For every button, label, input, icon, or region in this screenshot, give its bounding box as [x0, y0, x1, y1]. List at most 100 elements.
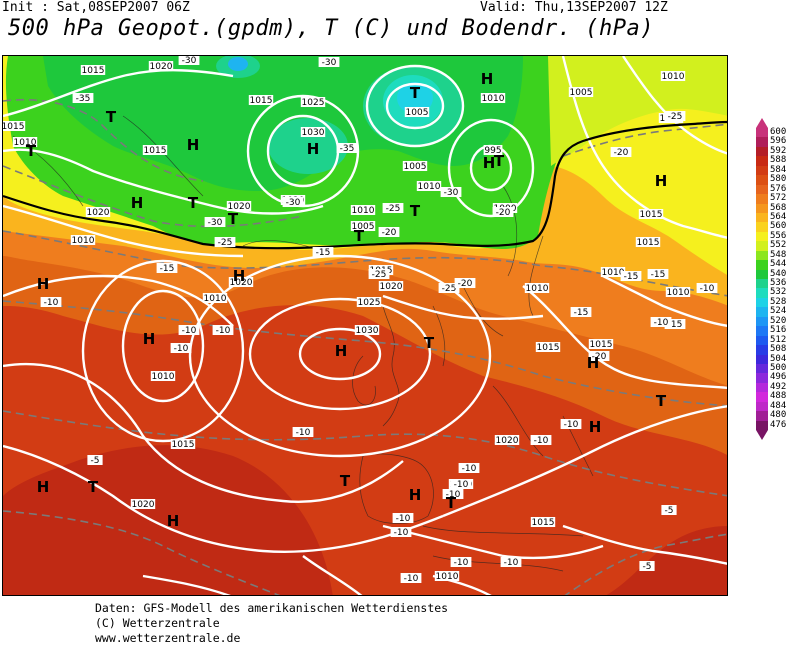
legend-label: 596 — [770, 136, 787, 147]
pressure-label: 1010 — [480, 93, 506, 104]
low-pressure-marker: T — [410, 84, 421, 102]
svg-text:-20: -20 — [382, 228, 397, 238]
temperature-label: -10 — [450, 557, 472, 568]
temp-zone-536-a — [268, 118, 348, 174]
svg-text:1010: 1010 — [526, 284, 549, 294]
svg-text:1025: 1025 — [302, 98, 325, 108]
legend-swatch — [756, 156, 768, 166]
temperature-label: -10 — [450, 479, 472, 490]
svg-text:1015: 1015 — [640, 210, 663, 220]
low-pressure-marker: T — [26, 142, 37, 160]
legend-swatch — [756, 128, 768, 138]
legend-swatch — [756, 420, 768, 430]
temperature-label: -30 — [440, 187, 462, 198]
legend-swatch — [756, 194, 768, 204]
isohypse-552 — [3, 120, 727, 250]
legend-swatch — [756, 411, 768, 421]
legend-bottom-arrow-icon — [756, 430, 768, 440]
legend-swatch — [756, 137, 768, 147]
legend-label: 592 — [770, 145, 787, 156]
legend-level: 540 — [756, 268, 790, 279]
svg-text:-15: -15 — [574, 308, 589, 318]
high-pressure-marker: H — [307, 140, 320, 158]
svg-text:-35: -35 — [76, 94, 91, 104]
isotherms — [3, 98, 727, 595]
legend-swatch — [756, 373, 768, 383]
pressure-label: 1010 — [202, 293, 228, 304]
low-pressure-marker: T — [188, 194, 199, 212]
legend-level: 488 — [756, 391, 790, 402]
legend-label: 476 — [770, 419, 787, 430]
temperature-label: -10 — [292, 427, 314, 438]
legend-label: 568 — [770, 202, 787, 213]
svg-text:-15: -15 — [160, 264, 175, 274]
legend-level: 596 — [756, 136, 790, 147]
legend-level: 592 — [756, 145, 790, 157]
temperature-label: -20 — [378, 227, 400, 238]
svg-text:-30: -30 — [182, 56, 197, 66]
pressure-label: 1010 — [416, 181, 442, 192]
legend-level: 600 — [756, 127, 790, 138]
low-pressure-marker: T — [106, 108, 117, 126]
legend-label: 536 — [770, 278, 787, 288]
legend-level: 564 — [756, 211, 790, 223]
temperature-label: -25 — [664, 111, 686, 122]
temperature-label: -20 — [454, 278, 476, 289]
pressure-label: 1005 — [402, 161, 428, 172]
weather-map: 1015102010151025103010051005101099510001… — [2, 55, 728, 596]
pressure-label: 1010 — [524, 283, 550, 294]
svg-text:1005: 1005 — [404, 162, 427, 172]
high-pressure-marker: H — [167, 512, 180, 530]
svg-text:-10: -10 — [564, 420, 579, 430]
temperature-label: -35 — [72, 93, 94, 104]
low-pressure-marker: T — [446, 494, 457, 512]
high-pressure-marker: H — [37, 478, 50, 496]
legend-label: 540 — [770, 268, 787, 279]
svg-text:-10: -10 — [396, 514, 411, 524]
legend-label: 544 — [770, 259, 787, 270]
isobars — [3, 56, 727, 595]
svg-text:1010: 1010 — [418, 182, 441, 192]
pressure-label: 1020 — [130, 499, 156, 510]
temperature-label: -25 — [368, 269, 390, 280]
svg-text:-20: -20 — [458, 279, 473, 289]
temperature-label: -5 — [87, 455, 103, 466]
pressure-label: 1015 — [142, 145, 168, 156]
legend-level: 480 — [756, 410, 790, 421]
legend-level: 536 — [756, 278, 790, 289]
legend-label: 560 — [770, 221, 787, 232]
svg-text:-25: -25 — [386, 204, 401, 214]
svg-text:-30: -30 — [208, 218, 223, 228]
temperature-label: -25 — [382, 203, 404, 214]
legend-label: 504 — [770, 353, 787, 364]
svg-text:-10: -10 — [174, 344, 189, 354]
svg-text:-10: -10 — [504, 558, 519, 568]
temperature-label: -15 — [620, 271, 642, 282]
high-pressure-marker: H — [481, 70, 494, 88]
legend-label: 508 — [770, 344, 787, 355]
legend-level: 496 — [756, 372, 790, 383]
svg-text:-10: -10 — [446, 490, 461, 500]
pressure-label: 1015 — [638, 209, 664, 220]
low-pressure-marker: T — [424, 334, 435, 352]
svg-text:995: 995 — [484, 146, 501, 156]
low-pressure-marker: T — [88, 478, 99, 496]
pressure-label: 1010 — [350, 205, 376, 216]
temperature-label: -10 — [392, 513, 414, 524]
legend-label: 576 — [770, 183, 787, 194]
pressure-label: 1005 — [404, 107, 430, 118]
pressure-label: 1015 — [170, 439, 196, 450]
high-pressure-marker: H — [233, 267, 246, 285]
svg-text:1030: 1030 — [356, 326, 379, 336]
high-pressure-marker: H — [587, 354, 600, 372]
svg-text:-10: -10 — [44, 298, 59, 308]
legend-level: 520 — [756, 316, 790, 327]
legend-label: 564 — [770, 211, 787, 222]
high-pressure-marker: H — [409, 486, 422, 504]
legend-swatch — [756, 288, 768, 298]
legend-label: 548 — [770, 249, 787, 260]
temp-zone-528 — [397, 82, 433, 114]
high-pressure-marker: H — [655, 172, 668, 190]
high-pressure-marker: H — [143, 330, 156, 348]
